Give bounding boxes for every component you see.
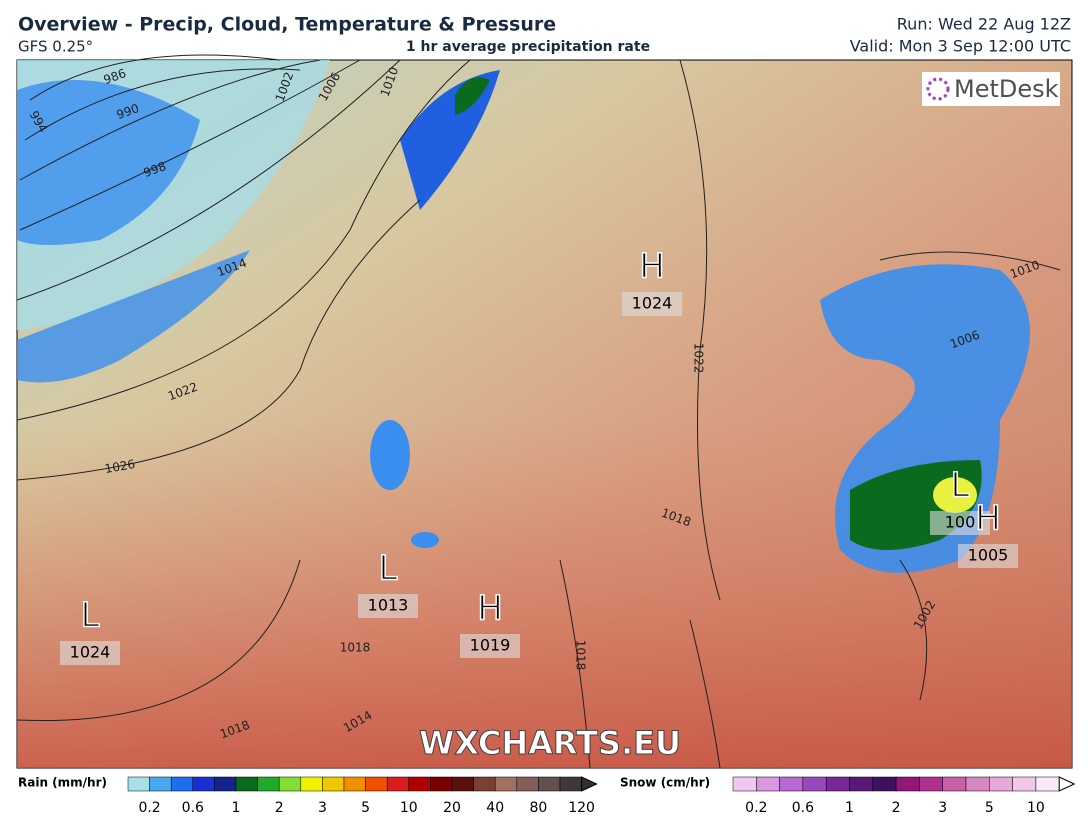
center-type: H	[975, 499, 1001, 539]
legend-tick-label: 2	[275, 800, 284, 816]
legend-swatch	[214, 776, 237, 792]
legend-swatch	[732, 776, 757, 792]
pressure-value: 1024	[70, 643, 111, 662]
legend-swatch	[473, 776, 496, 792]
legend-swatch	[872, 776, 897, 792]
pressure-box	[460, 634, 520, 658]
legend-tick-label: 3	[938, 800, 947, 816]
center-type: L	[951, 466, 970, 506]
legend-swatch	[989, 776, 1013, 792]
legend-tick-label: 5	[985, 800, 994, 816]
legend-arrow	[1058, 776, 1076, 792]
legend-swatch	[386, 776, 410, 792]
model: GFS 0.25°	[18, 38, 93, 56]
pressure-value: 100	[945, 513, 976, 532]
legend-tick-label: 10	[400, 800, 418, 816]
legend-swatch	[965, 776, 990, 792]
title: Overview - Precip, Cloud, Temperature & …	[18, 14, 556, 36]
pressure-box	[930, 511, 990, 535]
logo: MetDesk	[922, 72, 1060, 106]
legend-swatch	[127, 776, 150, 792]
subtitle: 1 hr average precipitation rate	[406, 39, 650, 55]
legend-tick-label: 40	[486, 800, 504, 816]
legend-swatch	[235, 776, 258, 792]
pressure-box	[622, 292, 682, 316]
legend-swatch	[756, 776, 780, 792]
legend-swatch	[408, 776, 431, 792]
watermark: WXCHARTS.EU	[419, 724, 681, 762]
isobar-label: 1018	[340, 641, 371, 655]
legend-tick-label: 0.6	[182, 800, 204, 816]
legend-tick-label: 0.2	[138, 800, 160, 816]
legend-swatch	[942, 776, 967, 792]
snow-legend-label: Snow (cm/hr)	[620, 776, 710, 790]
legend-swatch	[779, 776, 804, 792]
pressure-box	[60, 641, 120, 665]
legend-swatch	[322, 776, 345, 792]
legend-swatch	[300, 776, 323, 792]
valid-time: Valid: Mon 3 Sep 12:00 UTC	[850, 37, 1071, 56]
legend-swatch	[278, 776, 302, 792]
map	[16, 54, 1073, 769]
legend-tick-label: 0.6	[792, 800, 814, 816]
pressure-value: 1013	[368, 596, 409, 615]
legend-tick-label: 10	[1027, 800, 1045, 816]
legend-swatch	[170, 776, 194, 792]
legend-swatch	[430, 776, 453, 792]
isobar-label: 1022	[692, 343, 706, 374]
legend-swatch	[257, 776, 280, 792]
legend-tick-label: 3	[318, 800, 327, 816]
run-time: Run: Wed 22 Aug 12Z	[897, 15, 1071, 34]
legend-swatch	[365, 776, 388, 792]
legend-swatch	[559, 776, 582, 792]
isobar-label: 1026	[104, 457, 137, 476]
center-type: L	[379, 549, 398, 589]
center-type: L	[81, 596, 100, 636]
isobar-label: 1018	[574, 640, 588, 671]
legend-swatch	[149, 776, 172, 792]
pressure-value: 1005	[968, 546, 1009, 565]
legend-tick-label: 2	[892, 800, 901, 816]
legend-tick-label: 20	[443, 800, 461, 816]
legend-swatch	[895, 776, 920, 792]
pressure-value: 1019	[470, 636, 511, 655]
legend-swatch	[1012, 776, 1037, 792]
legend-tick-label: 120	[568, 800, 595, 816]
legend-arrow	[581, 776, 598, 792]
legend-swatch	[849, 776, 874, 792]
pressure-value: 1024	[632, 294, 673, 313]
legend-tick-label: 1	[232, 800, 241, 816]
legend-swatch	[802, 776, 827, 792]
legend-tick-label: 0.2	[745, 800, 767, 816]
legend-swatch	[192, 776, 215, 792]
legend-swatch	[1035, 776, 1060, 792]
legend-tick-label: 1	[845, 800, 854, 816]
legend-swatch	[825, 776, 850, 792]
legend-tick-label: 80	[529, 800, 547, 816]
legend-swatch	[451, 776, 474, 792]
rain-legend-label: Rain (mm/hr)	[18, 776, 107, 790]
legend-swatch	[919, 776, 943, 792]
logo-text: MetDesk	[954, 75, 1059, 103]
legend-swatch	[516, 776, 539, 792]
pressure-box	[958, 544, 1018, 568]
legend-swatch	[538, 776, 561, 792]
legend-tick-label: 5	[361, 800, 370, 816]
center-type: H	[477, 589, 503, 629]
pressure-box	[358, 594, 418, 618]
legend-swatch	[494, 776, 518, 792]
center-type: H	[639, 247, 665, 287]
legend-swatch	[343, 776, 366, 792]
